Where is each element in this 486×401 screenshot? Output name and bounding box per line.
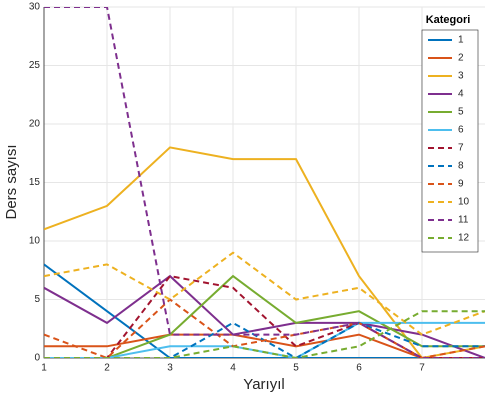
series-line	[44, 251, 485, 336]
legend-label: 5	[458, 107, 464, 118]
series-line	[44, 275, 485, 358]
series-line	[44, 310, 485, 358]
legend-box	[421, 29, 479, 253]
x-tick-label: 6	[356, 363, 362, 374]
x-axis-label: Yarıyıl	[243, 376, 284, 393]
legend-label: 3	[458, 71, 464, 82]
legend-label: 7	[458, 143, 464, 154]
legend-label: 12	[458, 233, 470, 244]
y-tick-label: 10	[29, 236, 41, 247]
legend-label: 6	[458, 125, 464, 136]
y-tick-label: 0	[34, 353, 40, 364]
legend-label: 8	[458, 161, 464, 172]
series-line	[44, 274, 485, 358]
series-line	[44, 274, 485, 358]
legend-label: 9	[458, 179, 464, 190]
x-tick-label: 2	[104, 363, 110, 374]
legend-label: 10	[458, 197, 470, 208]
y-axis-label: Ders sayısı	[3, 144, 20, 219]
x-tick-label: 3	[167, 363, 173, 374]
legend-label: 11	[458, 215, 469, 226]
x-tick-label: 1	[41, 363, 47, 374]
y-tick-label: 25	[29, 60, 41, 71]
y-tick-label: 30	[29, 2, 41, 13]
legend-label: 4	[458, 89, 464, 100]
x-tick-label: 7	[419, 363, 425, 374]
series-line	[44, 298, 485, 358]
y-tick-label: 5	[34, 294, 40, 305]
legend-label: 1	[458, 35, 464, 46]
series-line	[44, 7, 485, 358]
x-tick-label: 5	[293, 363, 299, 374]
series-line	[44, 263, 485, 358]
y-tick-label: 20	[29, 119, 41, 130]
legend-title: Kategori	[426, 14, 471, 26]
series-line	[44, 146, 485, 358]
y-tick-label: 15	[29, 177, 41, 188]
legend-label: 2	[458, 53, 464, 64]
x-tick-label: 4	[230, 363, 236, 374]
